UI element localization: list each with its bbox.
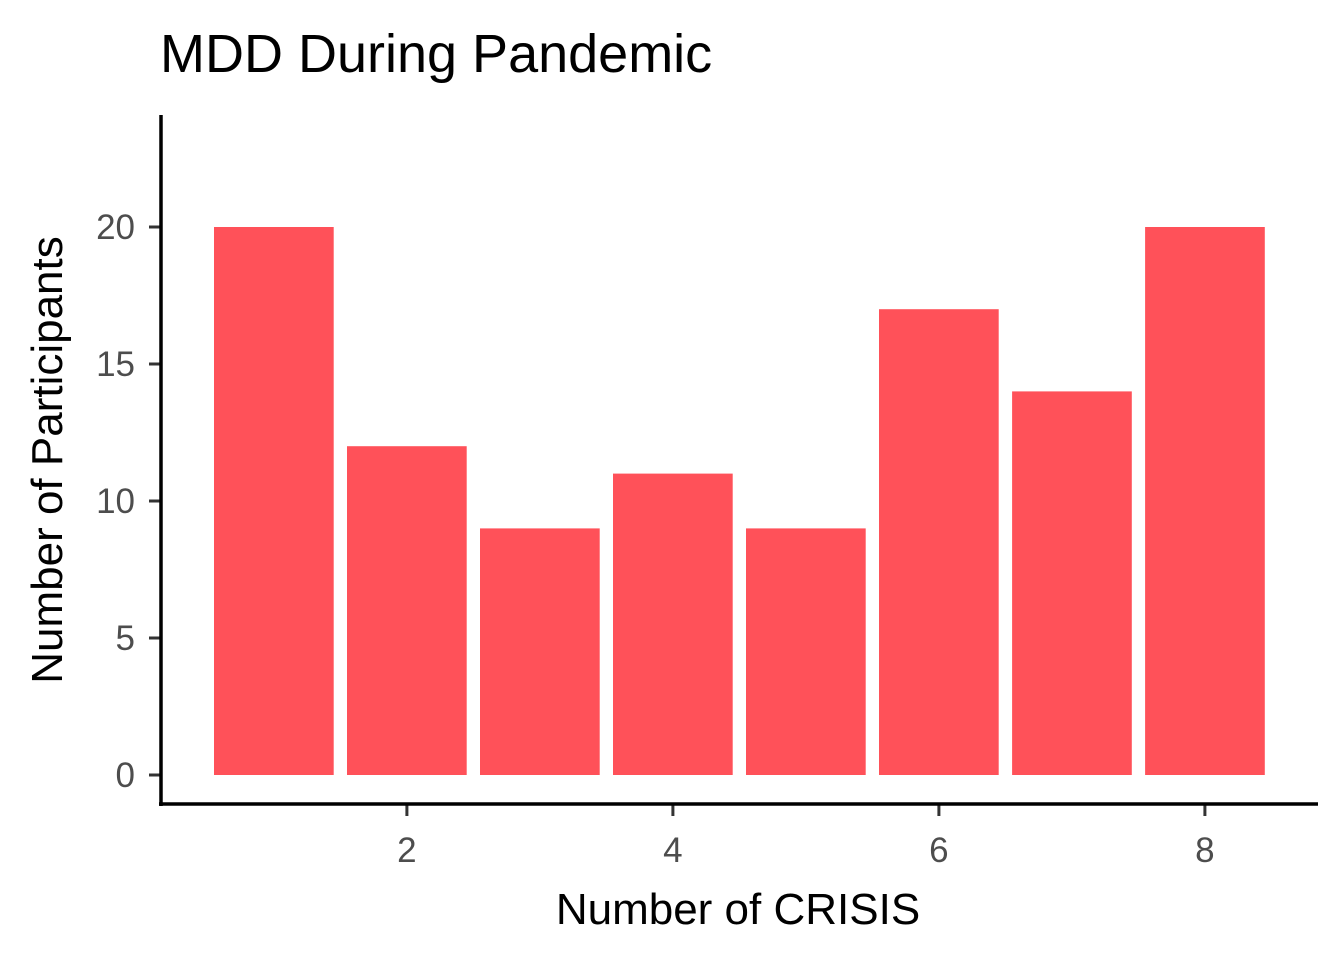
bar-7 (1012, 391, 1132, 775)
bar-3 (480, 528, 600, 775)
bars-group (214, 227, 1265, 775)
x-tick-label: 2 (397, 831, 416, 870)
y-tick-label: 5 (116, 619, 135, 658)
x-tick-label: 8 (1195, 831, 1214, 870)
bar-4 (613, 473, 733, 775)
bar-6 (879, 309, 999, 775)
bar-1 (214, 227, 334, 775)
x-tick-label: 6 (929, 831, 948, 870)
bar-8 (1145, 227, 1265, 775)
y-tick-label: 0 (116, 756, 135, 795)
x-axis-ticks: 2 4 6 8 (397, 804, 1215, 870)
y-tick-label: 10 (96, 482, 135, 521)
x-axis-title: Number of CRISIS (556, 885, 920, 934)
bar-2 (347, 446, 467, 775)
x-tick-label: 4 (663, 831, 682, 870)
y-axis-title: Number of Participants (23, 236, 72, 684)
y-tick-label: 15 (96, 345, 135, 384)
bar-5 (746, 528, 866, 775)
chart-title: MDD During Pandemic (160, 24, 712, 84)
y-tick-label: 20 (96, 208, 135, 247)
y-axis-ticks: 0 5 10 15 20 (96, 208, 161, 795)
